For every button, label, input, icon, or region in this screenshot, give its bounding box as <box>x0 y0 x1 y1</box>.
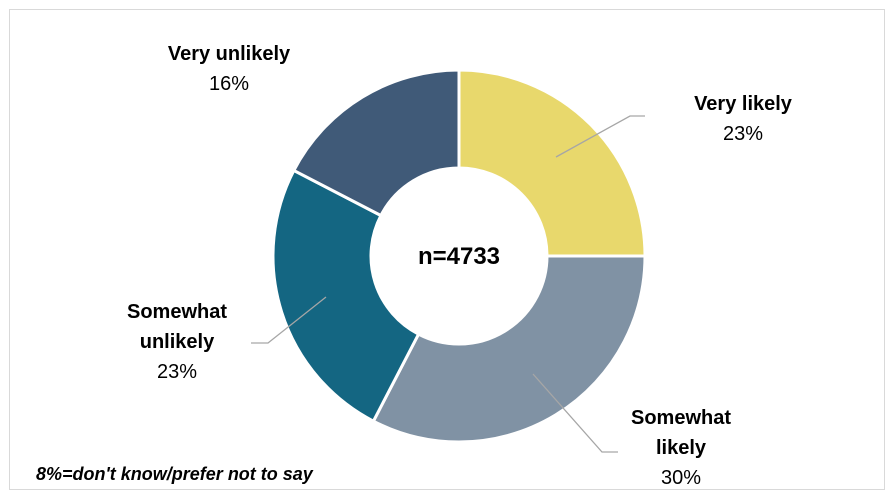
slice-percent-label: 23% <box>723 123 763 145</box>
slice-label: Somewhat <box>127 301 227 323</box>
slice-percent-label: 30% <box>661 467 701 489</box>
leader-line <box>251 296 327 344</box>
donut-slice <box>291 68 461 218</box>
slice-label: likely <box>656 437 707 459</box>
slice-percent-label: 16% <box>209 73 249 95</box>
leader-lines <box>251 115 645 453</box>
center-label: n=4733 <box>418 243 500 270</box>
donut-slices <box>271 68 647 444</box>
slice-labels: Very likely 23% Somewhat likely 30% Somewhat u… <box>127 43 793 489</box>
leader-line <box>555 115 645 158</box>
slice-label: Somewhat <box>631 407 731 429</box>
donut-slice <box>457 68 647 258</box>
footnote: 8%=don't know/prefer not to say <box>36 464 313 484</box>
slice-percent-label: 23% <box>157 361 197 383</box>
leader-line <box>532 373 618 453</box>
slice-label: Very likely <box>694 93 793 115</box>
slice-label: Very unlikely <box>168 43 291 65</box>
donut-slice <box>271 168 421 424</box>
donut-slice <box>371 254 647 444</box>
slice-label: unlikely <box>140 331 215 353</box>
